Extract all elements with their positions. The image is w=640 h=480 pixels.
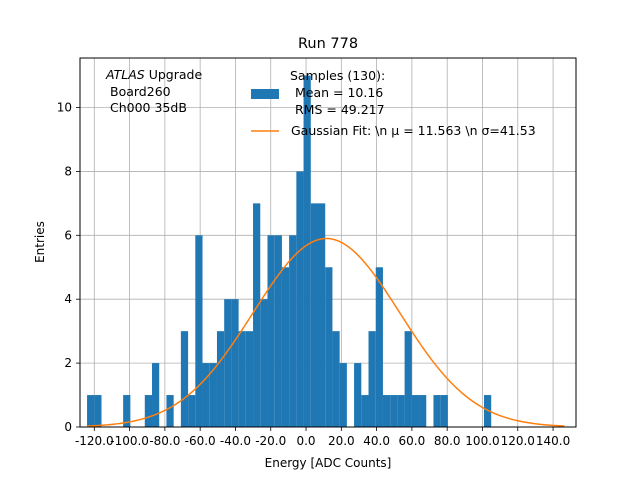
x-axis-ticks: -120.0-100.0 -80.0 -60.0 -40.0 -20.0 0.0 20.0 4…	[75, 427, 570, 448]
histogram-bar	[238, 331, 246, 427]
histogram-bar	[152, 363, 160, 427]
histogram-bar	[310, 203, 318, 427]
histogram-bar	[253, 203, 261, 427]
histogram-bar	[440, 395, 448, 427]
x-tick-label: -100.0	[110, 434, 149, 448]
histogram-bar	[195, 235, 203, 427]
board-label: Board260	[110, 84, 171, 99]
x-tick-label: 140.0	[536, 434, 570, 448]
atlas-label: ATLAS	[105, 67, 145, 82]
chart-title: Run 778	[298, 36, 358, 52]
x-tick-label: 60.0	[399, 434, 426, 448]
fit-curve-path	[87, 237, 565, 427]
histogram-bar	[180, 331, 189, 427]
histogram-bar	[382, 395, 391, 427]
legend-samples-swatch	[251, 89, 279, 99]
histogram-bar	[303, 75, 311, 428]
legend-samples-line2: Mean = 10.16	[295, 85, 383, 100]
y-tick-label: 0	[64, 420, 72, 434]
histogram-bar	[404, 331, 412, 427]
histogram-bar	[209, 363, 217, 427]
histogram-bar	[419, 395, 427, 427]
histogram-bar	[231, 299, 239, 427]
x-tick-label: -80.0	[149, 434, 180, 448]
histogram-bar	[411, 395, 420, 427]
x-tick-label: 40.0	[363, 434, 390, 448]
plot-frame	[79, 57, 577, 428]
histogram-bars	[87, 75, 492, 428]
y-tick-label: 10	[57, 101, 72, 115]
histogram-bar	[87, 395, 95, 427]
histogram-bar	[325, 267, 333, 427]
atlas-annotation: ATLAS Upgrade	[105, 67, 202, 82]
x-tick-label: 120.0	[501, 434, 535, 448]
histogram-bar	[433, 395, 441, 427]
y-tick-label: 6	[64, 228, 72, 242]
histogram-bar	[339, 363, 347, 427]
x-axis-label: Energy [ADC Counts]	[265, 456, 392, 470]
y-axis-ticks: 0 2 4 6 8 10	[57, 101, 80, 434]
x-tick-label: -60.0	[185, 434, 216, 448]
legend-samples-line3: RMS = 49.217	[295, 102, 385, 117]
x-tick-label: -40.0	[220, 434, 251, 448]
histogram-bar	[188, 395, 196, 427]
histogram-bar	[289, 235, 297, 427]
histogram-bar	[375, 267, 383, 427]
x-tick-label: 80.0	[434, 434, 461, 448]
x-tick-label: 20.0	[328, 434, 355, 448]
histogram-bar	[296, 171, 304, 427]
legend-samples-line1: Samples (130):	[290, 68, 385, 83]
gaussian-fit-curve	[87, 237, 565, 427]
x-tick-label: 0.0	[296, 434, 315, 448]
histogram-bar	[123, 395, 131, 427]
x-tick-label: -120.0	[75, 434, 114, 448]
histogram-bar	[368, 331, 376, 427]
histogram-bar	[354, 363, 362, 427]
histogram-bar	[267, 235, 275, 427]
histogram-bar	[274, 235, 282, 427]
y-tick-label: 4	[64, 292, 72, 306]
x-tick-label: 100.0	[465, 434, 499, 448]
histogram-bar	[224, 299, 232, 427]
histogram-bar	[397, 395, 405, 427]
histogram-bar	[260, 299, 268, 427]
histogram-bar	[332, 331, 340, 427]
legend: Samples (130): Mean = 10.16 RMS = 49.217…	[251, 68, 536, 138]
histogram-bar	[390, 395, 398, 427]
channel-label: Ch000 35dB	[110, 100, 187, 115]
y-tick-label: 2	[64, 356, 72, 370]
histogram-bar	[166, 395, 174, 427]
upgrade-label: Upgrade	[145, 67, 203, 82]
x-tick-label: -20.0	[255, 434, 286, 448]
histogram-bar	[281, 267, 290, 427]
y-tick-label: 8	[64, 164, 72, 178]
histogram-bar	[216, 331, 225, 427]
histogram-bar	[361, 395, 369, 427]
histogram-bar	[144, 395, 153, 427]
y-axis-label: Entries	[33, 221, 47, 263]
histogram-bar	[202, 363, 210, 427]
legend-fit-label: Gaussian Fit: \n μ = 11.563 \n σ=41.53	[291, 123, 536, 138]
histogram-bar	[317, 203, 326, 427]
histogram-bar	[94, 395, 102, 427]
histogram-bar	[245, 331, 254, 427]
